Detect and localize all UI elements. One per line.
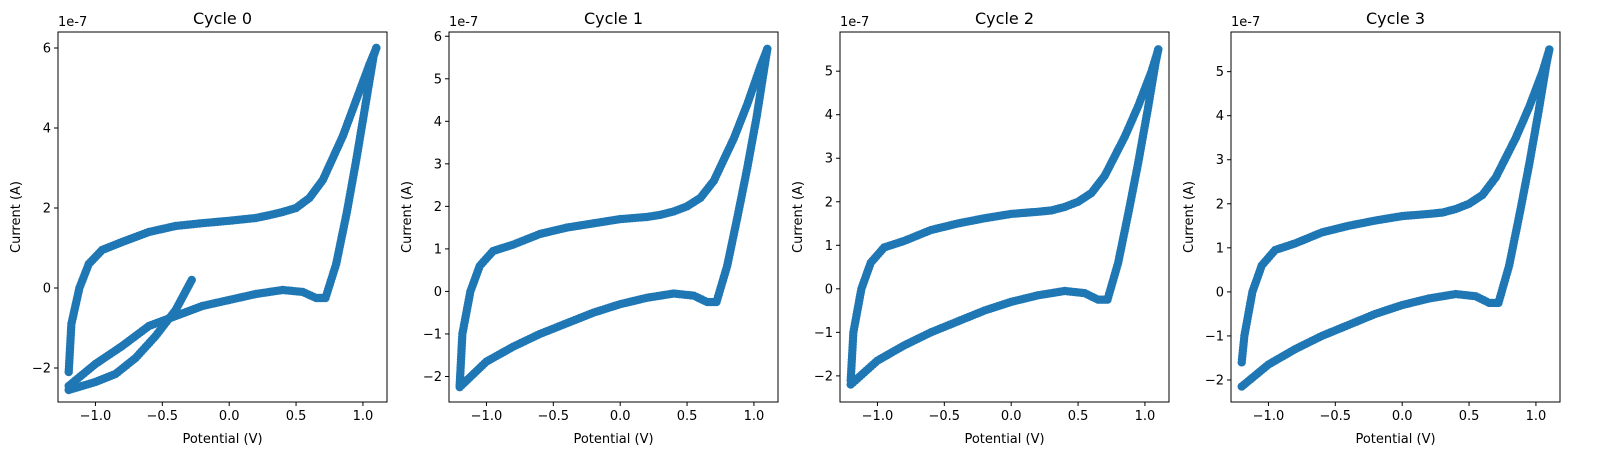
x-tick-label: −1.0: [862, 409, 894, 424]
y-offset-label: 1e-7: [1231, 15, 1260, 30]
y-tick-label: 3: [1216, 153, 1224, 168]
y-tick-label: 6: [434, 30, 442, 45]
y-axis-label: Current (A): [400, 181, 415, 253]
chart-title: Cycle 0: [193, 9, 252, 28]
chart-title: Cycle 3: [1366, 9, 1425, 28]
y-tick-label: 4: [434, 115, 442, 130]
chart-title: Cycle 1: [584, 9, 643, 28]
y-axis-label: Current (A): [9, 181, 24, 253]
x-tick-label: −0.5: [929, 409, 961, 424]
y-tick-label: 4: [43, 122, 51, 137]
y-tick-label: 3: [434, 157, 442, 172]
y-offset-label: 1e-7: [58, 15, 87, 30]
y-tick-label: −2: [32, 362, 51, 377]
subplot-cycle-0: Cycle 0 1e-7 Potential (V) Current (A) −…: [9, 9, 388, 447]
chart-title: Cycle 2: [975, 9, 1034, 28]
x-tick-label: −1.0: [471, 409, 503, 424]
y-tick-label: −2: [423, 370, 442, 385]
x-tick-label: −0.5: [147, 409, 179, 424]
y-tick-label: 2: [825, 195, 833, 210]
data-point: [1237, 358, 1246, 367]
data-point: [846, 376, 855, 385]
y-tick-label: −1: [423, 327, 442, 342]
x-axis-label: Potential (V): [1355, 432, 1435, 447]
y-tick-label: 1: [1216, 241, 1224, 256]
y-tick-label: 1: [434, 242, 442, 257]
x-tick-label: 0.5: [1459, 409, 1480, 424]
y-offset-label: 1e-7: [840, 15, 869, 30]
x-tick-label: −0.5: [538, 409, 570, 424]
data-points: [64, 43, 381, 395]
x-tick-label: 0.0: [610, 409, 631, 424]
axes-frame: [57, 31, 388, 403]
x-tick-label: −1.0: [80, 409, 112, 424]
axes-frame: [448, 31, 779, 403]
y-axis-label: Current (A): [1182, 181, 1197, 253]
data-points: [846, 45, 1163, 389]
subplot-cycle-1: Cycle 1 1e-7 Potential (V) Current (A) −…: [400, 9, 779, 447]
y-tick-label: 5: [434, 72, 442, 87]
y-tick-label: 2: [1216, 197, 1224, 212]
x-tick-label: 0.0: [1001, 409, 1022, 424]
y-tick-label: 0: [434, 285, 442, 300]
x-tick-label: −0.5: [1320, 409, 1352, 424]
subplot-cycle-3: Cycle 3 1e-7 Potential (V) Current (A) −…: [1182, 9, 1561, 447]
y-axis-label: Current (A): [791, 181, 806, 253]
y-tick-label: −1: [1205, 329, 1224, 344]
y-offset-label: 1e-7: [449, 15, 478, 30]
x-tick-label: 0.0: [1392, 409, 1413, 424]
x-tick-label: 0.0: [219, 409, 240, 424]
y-tick-label: 5: [825, 65, 833, 80]
y-tick-label: 2: [434, 200, 442, 215]
x-tick-label: 0.5: [286, 409, 307, 424]
data-point: [64, 367, 73, 377]
axes-frame: [1230, 31, 1561, 403]
x-tick-label: −1.0: [1253, 409, 1285, 424]
data-point: [455, 380, 464, 390]
y-tick-label: −1: [814, 326, 833, 341]
y-tick-label: 0: [43, 282, 51, 297]
data-points: [455, 44, 772, 392]
y-tick-label: 1: [825, 239, 833, 254]
y-tick-label: 2: [43, 202, 51, 217]
axes-frame: [839, 31, 1170, 403]
y-tick-label: 0: [825, 282, 833, 297]
x-axis-label: Potential (V): [964, 432, 1044, 447]
y-tick-label: 0: [1216, 285, 1224, 300]
x-tick-label: 1.0: [353, 409, 374, 424]
subplot-cycle-2: Cycle 2 1e-7 Potential (V) Current (A) −…: [791, 9, 1170, 447]
y-tick-label: 3: [825, 152, 833, 167]
y-tick-label: 4: [825, 108, 833, 123]
x-tick-label: 0.5: [677, 409, 698, 424]
y-tick-label: 5: [1216, 65, 1224, 80]
x-axis-label: Potential (V): [182, 432, 262, 447]
x-tick-label: 1.0: [744, 409, 765, 424]
x-tick-label: 1.0: [1526, 409, 1547, 424]
y-tick-label: −2: [1205, 373, 1224, 388]
x-tick-label: 0.5: [1068, 409, 1089, 424]
y-tick-label: 6: [43, 42, 51, 57]
y-tick-label: 4: [1216, 109, 1224, 124]
y-tick-label: −2: [814, 369, 833, 384]
x-tick-label: 1.0: [1135, 409, 1156, 424]
data-points: [1237, 45, 1554, 391]
x-axis-label: Potential (V): [573, 432, 653, 447]
